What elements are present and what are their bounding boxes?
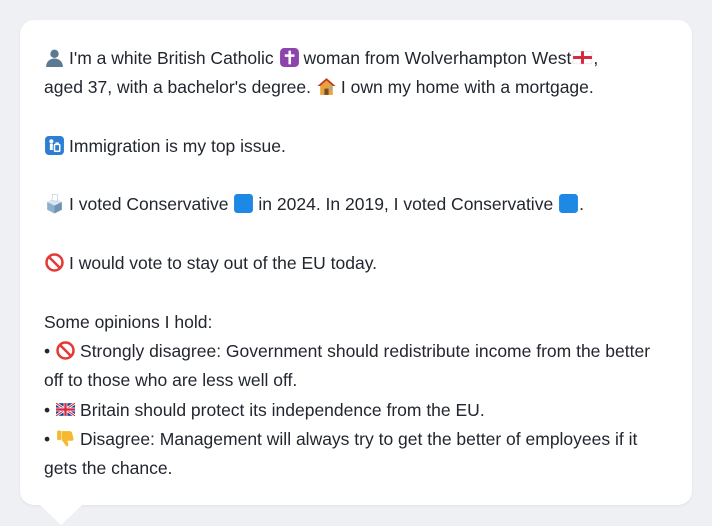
spacer bbox=[44, 161, 674, 190]
opinion-text: Britain should protect its independence … bbox=[80, 399, 485, 420]
opinion-text: Strongly disagree: Government should red… bbox=[44, 340, 651, 391]
opinion-item: • Strongly disagree: Government should r… bbox=[44, 337, 674, 396]
top-issue-line: Immigration is my top issue. bbox=[44, 132, 674, 161]
intro-text-part1: I'm a white British Catholic bbox=[69, 48, 274, 68]
intro-line-2: aged 37, with a bachelor's degree. I own… bbox=[44, 73, 674, 102]
opinions-header: Some opinions I hold: bbox=[44, 311, 213, 332]
age-degree-text: aged 37, with a bachelor's degree. bbox=[44, 77, 311, 98]
profile-card: I'm a white British Catholic woman from … bbox=[20, 20, 692, 505]
blue-square-icon bbox=[233, 193, 254, 214]
speech-bubble-tail bbox=[40, 505, 82, 525]
ballot-box-icon bbox=[44, 193, 65, 214]
profile-content: I'm a white British Catholic woman from … bbox=[44, 44, 674, 483]
spacer bbox=[44, 220, 674, 249]
vote-line: I voted Conservative in 2024. In 2019, I… bbox=[44, 190, 674, 219]
prohibited-icon bbox=[55, 340, 76, 361]
blue-square-icon bbox=[558, 193, 579, 214]
vote-text-part2: in 2024. In 2019, I voted Conservative bbox=[258, 194, 554, 215]
thumbs-down-icon bbox=[55, 428, 76, 449]
opinion-text: Disagree: Management will always try to … bbox=[44, 428, 638, 479]
spacer bbox=[44, 278, 674, 307]
house-icon bbox=[316, 76, 337, 97]
latin-cross-icon bbox=[279, 47, 300, 68]
eu-text: I would vote to stay out of the EU today… bbox=[69, 253, 378, 274]
opinion-item: • Britain should protect its independenc… bbox=[44, 396, 674, 425]
intro-line-1: I'm a white British Catholic woman from … bbox=[44, 44, 674, 73]
vote-text-part3: . bbox=[579, 194, 584, 215]
bullet: • bbox=[44, 428, 51, 449]
intro-text-part2: woman from Wolverhampton West bbox=[303, 48, 572, 68]
eu-line: I would vote to stay out of the EU today… bbox=[44, 249, 674, 278]
person-silhouette-icon bbox=[44, 47, 65, 68]
vote-text-part1: I voted Conservative bbox=[69, 194, 229, 215]
bullet: • bbox=[44, 399, 51, 420]
home-text: I own my home with a mortgage. bbox=[340, 77, 594, 98]
uk-flag-icon bbox=[55, 399, 76, 420]
top-issue-text: Immigration is my top issue. bbox=[69, 135, 286, 156]
bullet: • bbox=[44, 340, 51, 361]
passport-control-icon bbox=[44, 135, 65, 156]
opinion-item: • Disagree: Management will always try t… bbox=[44, 425, 674, 484]
england-flag-icon bbox=[572, 47, 593, 68]
prohibited-icon bbox=[44, 252, 65, 273]
intro-text-part3: , bbox=[593, 48, 599, 68]
spacer bbox=[44, 103, 674, 132]
